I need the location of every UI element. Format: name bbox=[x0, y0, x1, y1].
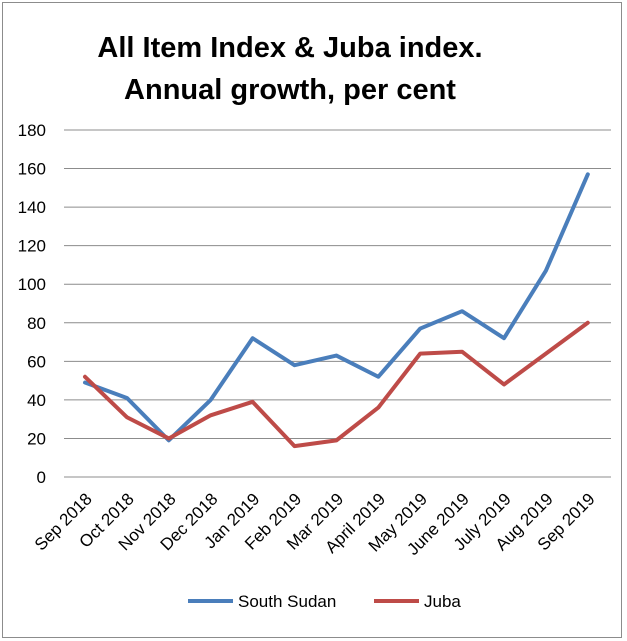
legend-label-juba: Juba bbox=[424, 592, 461, 611]
legend-label-south-sudan: South Sudan bbox=[238, 592, 336, 611]
legend: South Sudan Juba bbox=[188, 592, 461, 611]
y-tick-label: 40 bbox=[27, 391, 46, 410]
y-tick-label: 120 bbox=[18, 237, 46, 256]
y-tick-label: 180 bbox=[18, 121, 46, 140]
grid-layer bbox=[64, 129, 611, 478]
series-line-juba bbox=[83, 320, 590, 449]
y-tick-label: 160 bbox=[18, 160, 46, 179]
series-layer bbox=[83, 172, 590, 449]
y-tick-label: 80 bbox=[27, 314, 46, 333]
chart-title-line-1: All Item Index & Juba index. bbox=[97, 32, 482, 64]
y-tick-label: 60 bbox=[27, 352, 46, 371]
y-axis-ticks: 0 20 40 60 80 100 120 140 160 180 bbox=[18, 121, 46, 487]
y-tick-label: 100 bbox=[18, 275, 46, 294]
y-tick-label: 20 bbox=[27, 429, 46, 448]
series-line-south-sudan bbox=[83, 172, 590, 443]
y-tick-label: 0 bbox=[37, 468, 46, 487]
chart-title-line-2: Annual growth, per cent bbox=[124, 74, 456, 106]
y-tick-label: 140 bbox=[18, 198, 46, 217]
